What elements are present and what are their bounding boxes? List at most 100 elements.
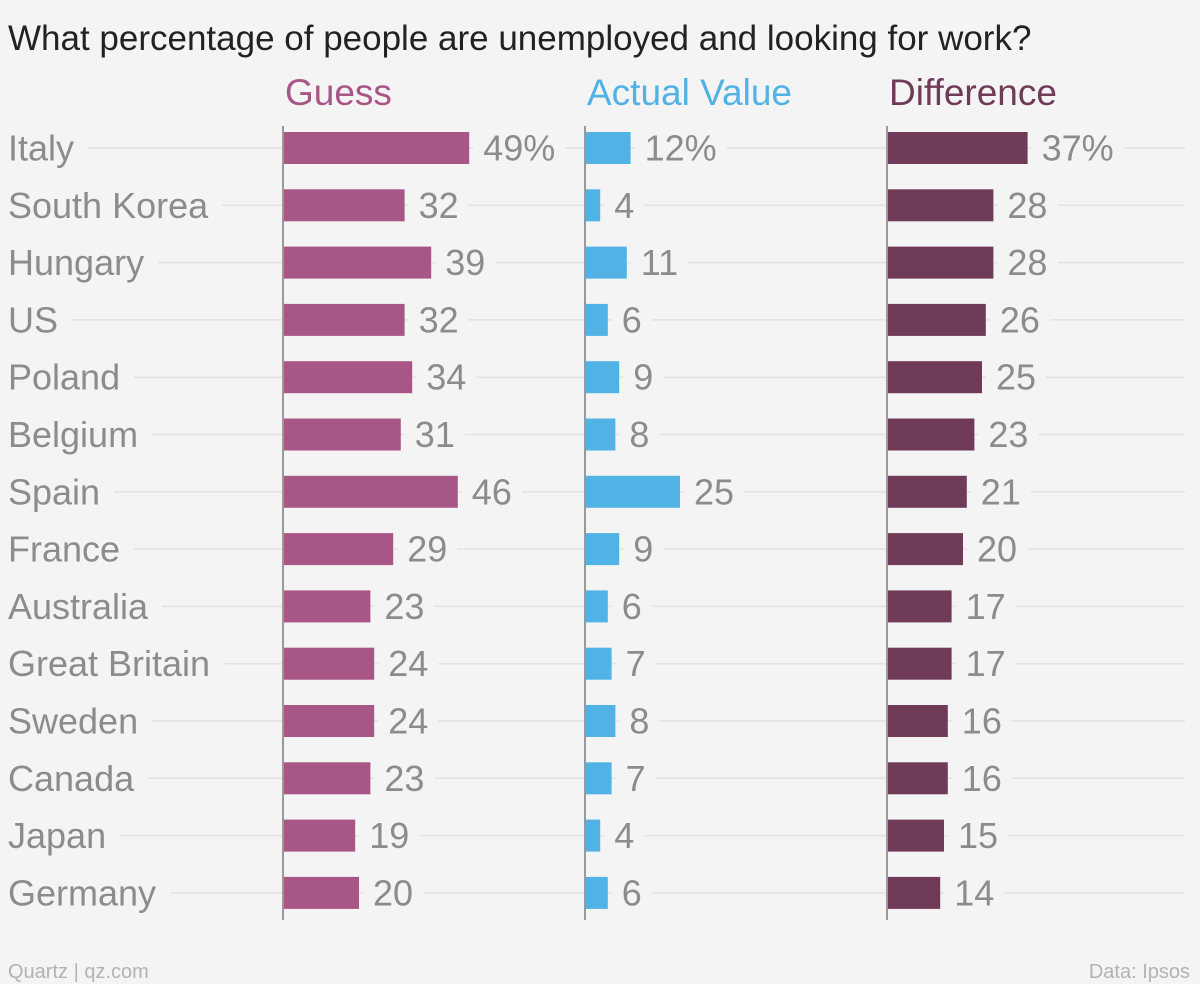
category-label-great-britain: Great Britain [8,643,210,684]
bar-difference-us [887,303,986,336]
value-label-guess-australia: 23 [384,586,424,627]
value-label-actual-value-italy: 12% [645,128,717,169]
bar-actual-value-canada [585,762,612,795]
value-label-actual-value-belgium: 8 [629,414,649,455]
label-backdrop [374,775,435,782]
value-label-difference-south-korea: 28 [1007,185,1047,226]
label-backdrop [378,718,439,724]
category-label-france: France [8,529,120,570]
series-header-difference: Difference [889,72,1057,113]
category-label-germany: Germany [8,872,156,913]
label-backdrop [955,603,1016,610]
bar-actual-value-us [585,303,608,336]
value-label-guess-us: 32 [419,299,459,340]
category-label-south-korea: South Korea [8,185,209,226]
value-label-actual-value-poland: 9 [633,357,653,398]
bar-actual-value-france [585,533,620,566]
value-label-difference-germany: 14 [954,872,994,913]
bar-guess-hungary [283,246,432,279]
value-label-difference-us: 26 [1000,299,1040,340]
label-backdrop [948,832,1008,839]
label-backdrop [684,488,744,495]
bar-difference-great-britain [887,647,952,680]
bar-actual-value-great-britain [585,647,612,680]
label-backdrop [604,202,645,209]
label-backdrop [986,374,1046,381]
bar-guess-germany [283,876,359,909]
bar-actual-value-italy [585,132,631,164]
label-backdrop [997,259,1058,266]
label-backdrop [397,546,458,553]
label-backdrop [611,603,652,610]
label-backdrop [619,431,660,438]
bar-guess-japan [283,819,356,852]
footer-source: Quartz | qz.com [8,961,149,983]
category-label-us: US [8,299,58,340]
category-label-sweden: Sweden [8,701,138,742]
value-label-difference-sweden: 16 [962,701,1002,742]
label-backdrop [967,546,1027,553]
value-label-guess-france: 29 [407,529,447,570]
axes [282,126,888,920]
bar-difference-japan [887,819,944,852]
label-backdrop [978,431,1039,438]
label-backdrop [634,145,727,151]
value-label-actual-value-france: 9 [633,529,653,570]
bar-actual-value-spain [585,475,680,508]
value-label-actual-value-south-korea: 4 [614,185,634,226]
bar-difference-australia [887,590,952,623]
value-label-actual-value-sweden: 8 [629,701,649,742]
value-label-difference-spain: 21 [981,471,1021,512]
bar-actual-value-japan [585,819,601,852]
bar-guess-australia [283,590,371,623]
series-headers: Guess Actual Value Difference [285,72,1057,113]
category-label-japan: Japan [8,815,106,856]
series-header-actual-value: Actual Value [587,72,792,113]
bar-difference-sweden [887,705,948,737]
value-label-difference-hungary: 28 [1007,242,1047,283]
category-label-hungary: Hungary [8,242,144,283]
label-backdrop [989,316,1050,323]
value-label-guess-south-korea: 32 [419,185,459,226]
label-backdrop [951,718,1012,724]
label-backdrop [611,316,652,323]
value-label-actual-value-hungary: 11 [641,242,678,283]
label-backdrop [951,775,1012,782]
value-label-difference-great-britain: 17 [966,643,1006,684]
bar-difference-germany [887,876,941,909]
bar-difference-spain [887,475,967,508]
label-backdrop [955,660,1016,667]
category-label-italy: Italy [8,128,74,169]
value-label-difference-france: 20 [977,529,1017,570]
label-backdrop [1031,145,1124,151]
bar-guess-canada [283,762,371,795]
bars [283,132,1028,909]
value-label-actual-value-spain: 25 [694,471,734,512]
label-backdrop [435,259,496,266]
bar-actual-value-poland [585,361,620,394]
category-label-belgium: Belgium [8,414,138,455]
label-backdrop [404,431,465,438]
bar-guess-spain [283,475,458,508]
value-label-guess-canada: 23 [384,758,424,799]
bar-guess-poland [283,361,413,394]
category-label-spain: Spain [8,471,100,512]
bar-guess-italy [283,132,470,164]
label-backdrop [604,832,645,839]
label-backdrop [630,259,689,266]
bar-difference-south-korea [887,189,994,222]
bar-guess-south-korea [283,189,405,222]
label-backdrop [473,145,566,151]
footer-data-credit: Data: Ipsos [1089,961,1190,983]
value-label-actual-value-great-britain: 7 [626,643,646,684]
value-label-difference-belgium: 23 [988,414,1028,455]
bar-difference-poland [887,361,982,394]
value-label-guess-great-britain: 24 [388,643,428,684]
value-label-guess-germany: 20 [373,872,413,913]
chart-title: What percentage of people are unemployed… [8,19,1031,58]
value-labels: 49%3239323431462923242423192012%41169825… [369,128,1113,914]
value-label-guess-japan: 19 [369,815,409,856]
label-backdrop [619,718,660,724]
value-label-actual-value-germany: 6 [622,872,642,913]
value-label-guess-italy: 49% [483,128,555,169]
